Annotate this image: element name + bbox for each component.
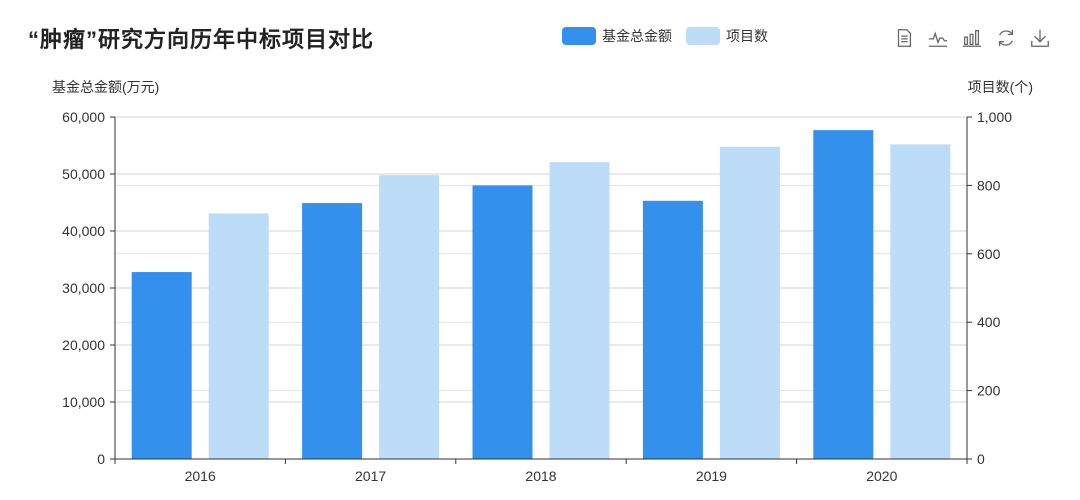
bar-amount-2016 — [131, 272, 192, 459]
y-right-tick-label: 200 — [977, 383, 1001, 399]
bar-amount-2019 — [642, 200, 703, 460]
y-left-tick-label: 50,000 — [62, 166, 105, 182]
legend-swatch-count — [686, 27, 720, 45]
x-tick-label: 2016 — [185, 468, 216, 484]
y-left-tick-label: 0 — [97, 451, 105, 467]
legend-swatch-amount — [562, 27, 596, 45]
bar-amount-2017 — [302, 203, 363, 459]
x-tick-label: 2020 — [866, 468, 897, 484]
y-right-tick-label: 600 — [977, 246, 1001, 262]
bar-count-2016 — [208, 213, 269, 459]
toolbox — [892, 26, 1052, 50]
line-chart-icon[interactable] — [926, 26, 950, 50]
bar-count-2020 — [890, 144, 951, 460]
y-left-tick-label: 30,000 — [62, 280, 105, 296]
bar-count-2019 — [719, 146, 780, 459]
y-left-tick-label: 60,000 — [62, 109, 105, 125]
y-right-tick-label: 0 — [977, 451, 985, 467]
y-left-tick-label: 20,000 — [62, 337, 105, 353]
data-view-icon[interactable] — [892, 26, 916, 50]
y-right-axis-label: 项目数(个) — [968, 79, 1033, 95]
legend-label-count: 项目数 — [726, 28, 768, 44]
restore-icon[interactable] — [994, 26, 1018, 50]
download-icon[interactable] — [1028, 26, 1052, 50]
y-right-tick-label: 400 — [977, 314, 1001, 330]
y-left-axis-label: 基金总金额(万元) — [52, 79, 159, 95]
bar-amount-2020 — [813, 130, 874, 460]
bar-chart-icon[interactable] — [960, 26, 984, 50]
legend-label-amount: 基金总金额 — [602, 28, 672, 44]
y-right-tick-label: 800 — [977, 177, 1001, 193]
y-left-tick-label: 10,000 — [62, 394, 105, 410]
legend-item-count[interactable]: 项目数 — [686, 26, 768, 46]
x-tick-label: 2019 — [696, 468, 727, 484]
legend: 基金总金额 项目数 — [562, 26, 768, 46]
x-tick-label: 2018 — [525, 468, 556, 484]
bar-count-2018 — [549, 162, 610, 460]
y-left-tick-label: 40,000 — [62, 223, 105, 239]
legend-item-amount[interactable]: 基金总金额 — [562, 26, 672, 46]
bar-amount-2018 — [472, 185, 533, 459]
y-right-tick-label: 1,000 — [977, 109, 1012, 125]
x-tick-label: 2017 — [355, 468, 386, 484]
chart-title: “肿瘤”研究方向历年中标项目对比 — [28, 27, 375, 52]
bar-count-2017 — [379, 175, 440, 459]
